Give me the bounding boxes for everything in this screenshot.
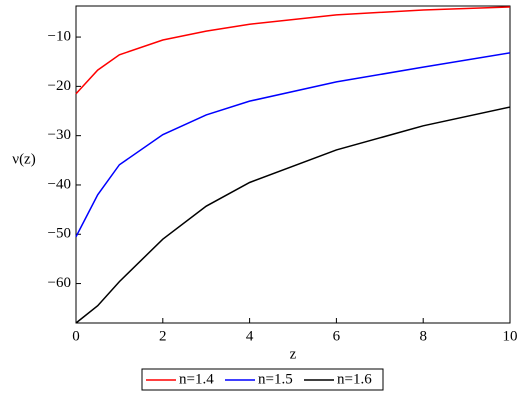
x-tick-label: 10 [503,328,518,344]
series-line [75,6,511,95]
y-tick-label: −20 [48,78,71,94]
legend-label: n=1.6 [337,371,372,387]
legend-box [141,368,384,391]
y-axis-label: ν(z) [12,151,35,167]
legend-label: n=1.5 [258,371,293,387]
legend-label: n=1.4 [179,371,214,387]
x-tick-label: 0 [72,328,80,344]
x-tick-label: 4 [246,328,254,344]
y-tick-label: −60 [48,275,71,291]
series-line [75,106,511,324]
y-tick-label: −40 [48,176,71,192]
series-line [75,52,511,238]
x-tick-label: 2 [159,328,167,344]
x-axis-label: z [290,346,297,362]
y-tick-label: −30 [48,127,71,143]
x-tick-label: 8 [419,328,427,344]
y-tick-label: −10 [48,28,71,44]
y-tick-label: −50 [48,226,71,242]
x-tick-label: 6 [333,328,341,344]
plot-frame [75,5,511,324]
